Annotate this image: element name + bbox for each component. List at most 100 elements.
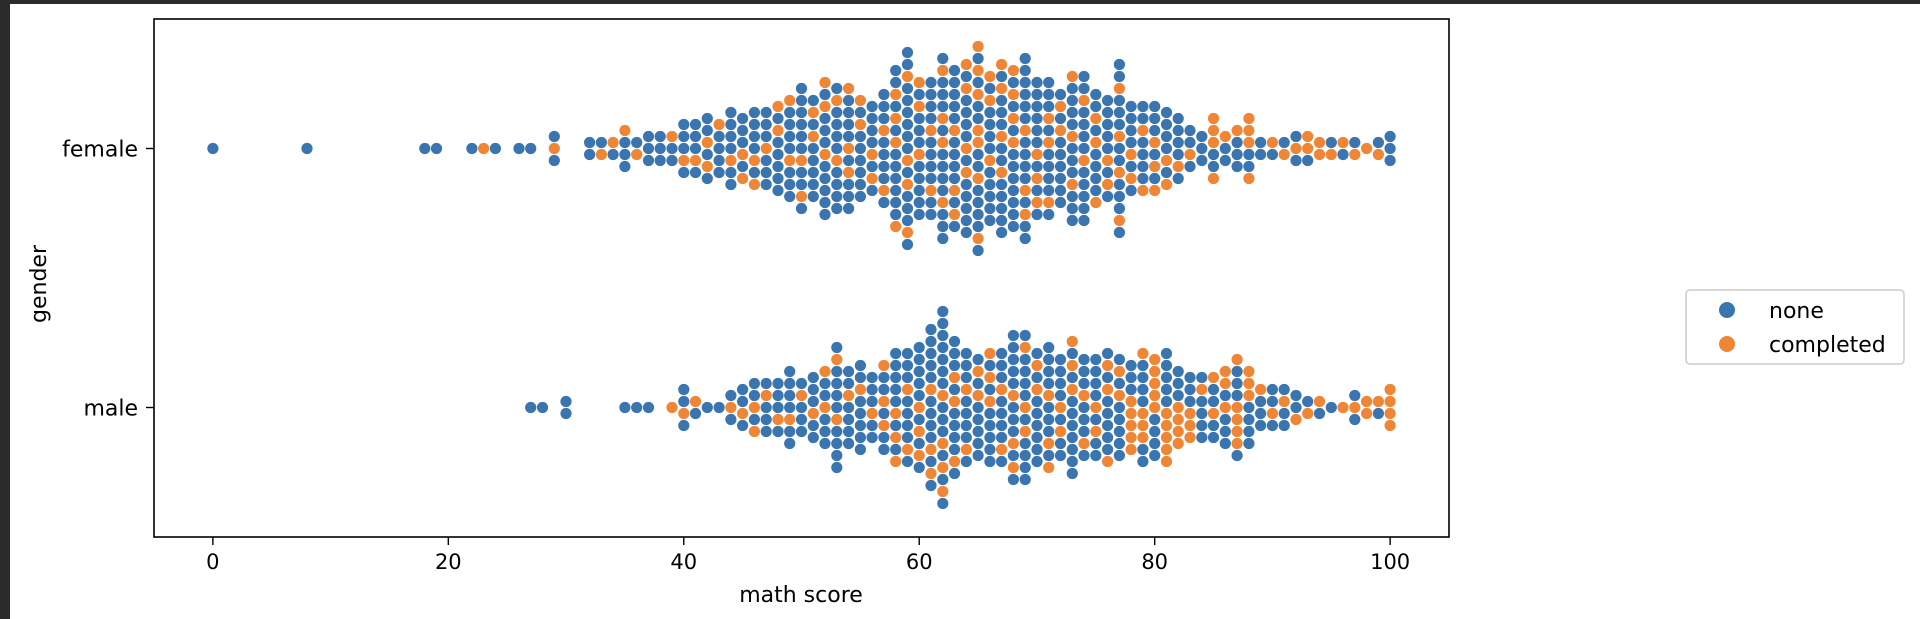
point-male-none xyxy=(619,401,631,414)
point-female-none xyxy=(901,190,914,203)
point-male-none xyxy=(1019,389,1031,402)
point-female-none xyxy=(807,178,819,191)
point-female-completed xyxy=(948,208,961,221)
point-female-none xyxy=(1007,100,1020,113)
point-male-completed xyxy=(1207,371,1220,384)
point-female-none xyxy=(948,100,961,113)
point-female-none xyxy=(901,118,914,131)
point-female-none xyxy=(1231,136,1243,149)
point-male-none xyxy=(878,407,890,420)
point-female-none xyxy=(1266,148,1278,161)
point-male-none xyxy=(925,335,937,348)
point-female-none xyxy=(760,106,772,119)
point-female-none xyxy=(843,94,855,107)
point-female-none xyxy=(1043,148,1055,161)
point-male-completed xyxy=(937,485,949,498)
point-female-completed xyxy=(937,136,949,149)
point-male-none xyxy=(1054,365,1067,378)
point-male-none xyxy=(807,383,819,396)
point-male-none xyxy=(748,413,761,426)
point-male-none xyxy=(831,377,843,390)
x-tick-label: 60 xyxy=(906,550,933,574)
point-female-completed xyxy=(1302,130,1314,143)
point-female-none xyxy=(713,130,725,143)
point-male-none xyxy=(1102,431,1114,444)
point-female-none xyxy=(654,130,666,143)
point-female-none xyxy=(890,208,902,221)
point-female-none xyxy=(1078,166,1090,179)
point-male-none xyxy=(960,395,972,408)
point-male-none xyxy=(1196,395,1208,408)
point-female-none xyxy=(890,160,902,173)
point-female-completed xyxy=(1207,124,1220,137)
point-male-completed xyxy=(984,347,996,360)
point-male-completed xyxy=(1125,419,1137,432)
point-male-completed xyxy=(1243,377,1255,390)
point-female-none xyxy=(772,148,784,161)
point-female-completed xyxy=(854,94,867,107)
point-male-completed xyxy=(1160,419,1173,432)
point-female-none xyxy=(1066,190,1078,203)
point-female-none xyxy=(925,88,937,101)
point-female-none xyxy=(984,118,996,131)
point-male-completed xyxy=(960,383,972,396)
point-female-none xyxy=(913,124,925,137)
point-female-none xyxy=(843,154,855,167)
point-male-none xyxy=(937,365,949,378)
point-female-none xyxy=(1219,154,1231,167)
point-male-none xyxy=(1184,395,1196,408)
point-female-none xyxy=(784,166,796,179)
point-female-none xyxy=(1031,112,1043,125)
point-female-none xyxy=(1054,88,1067,101)
point-female-none xyxy=(1196,154,1208,167)
point-female-completed xyxy=(1207,172,1220,185)
point-male-none xyxy=(1160,395,1173,408)
point-female-completed xyxy=(901,178,914,191)
point-male-none xyxy=(996,395,1008,408)
point-female-completed xyxy=(831,94,843,107)
point-female-completed xyxy=(972,40,984,53)
point-female-none xyxy=(1007,196,1020,209)
point-female-completed xyxy=(972,88,984,101)
point-male-none xyxy=(772,389,784,402)
point-female-none xyxy=(819,112,831,125)
point-male-completed xyxy=(1243,365,1255,378)
point-female-none xyxy=(678,118,690,131)
point-male-none xyxy=(1019,437,1031,450)
point-male-none xyxy=(960,455,972,468)
point-female-none xyxy=(960,226,972,239)
point-male-none xyxy=(1078,449,1090,462)
point-female-none xyxy=(901,142,914,155)
point-male-none xyxy=(1196,431,1208,444)
point-male-none xyxy=(1243,437,1255,450)
point-male-none xyxy=(1207,383,1220,396)
point-male-completed xyxy=(831,353,843,366)
point-female-none xyxy=(772,160,784,173)
point-female-none xyxy=(925,76,937,89)
point-female-none xyxy=(1290,154,1302,167)
point-male-none xyxy=(972,425,984,438)
point-female-none xyxy=(854,178,867,191)
point-male-completed xyxy=(1113,389,1125,402)
point-female-none xyxy=(854,106,867,119)
point-male-none xyxy=(1266,383,1278,396)
point-male-none xyxy=(819,437,831,450)
point-female-none xyxy=(937,172,949,185)
point-female-none xyxy=(1231,160,1243,173)
point-male-completed xyxy=(925,443,937,456)
point-male-none xyxy=(996,455,1008,468)
point-female-completed xyxy=(748,178,761,191)
point-female-none xyxy=(925,160,937,173)
point-female-none xyxy=(948,64,961,77)
point-male-none xyxy=(948,431,961,444)
point-male-completed xyxy=(1043,437,1055,450)
point-male-none xyxy=(784,389,796,402)
point-male-none xyxy=(843,401,855,414)
point-female-completed xyxy=(1219,130,1231,143)
point-male-completed xyxy=(1172,401,1184,414)
point-male-none xyxy=(1031,395,1043,408)
point-female-none xyxy=(595,136,608,149)
point-male-none xyxy=(1043,353,1055,366)
point-female-none xyxy=(1160,142,1173,155)
point-male-completed xyxy=(890,431,902,444)
